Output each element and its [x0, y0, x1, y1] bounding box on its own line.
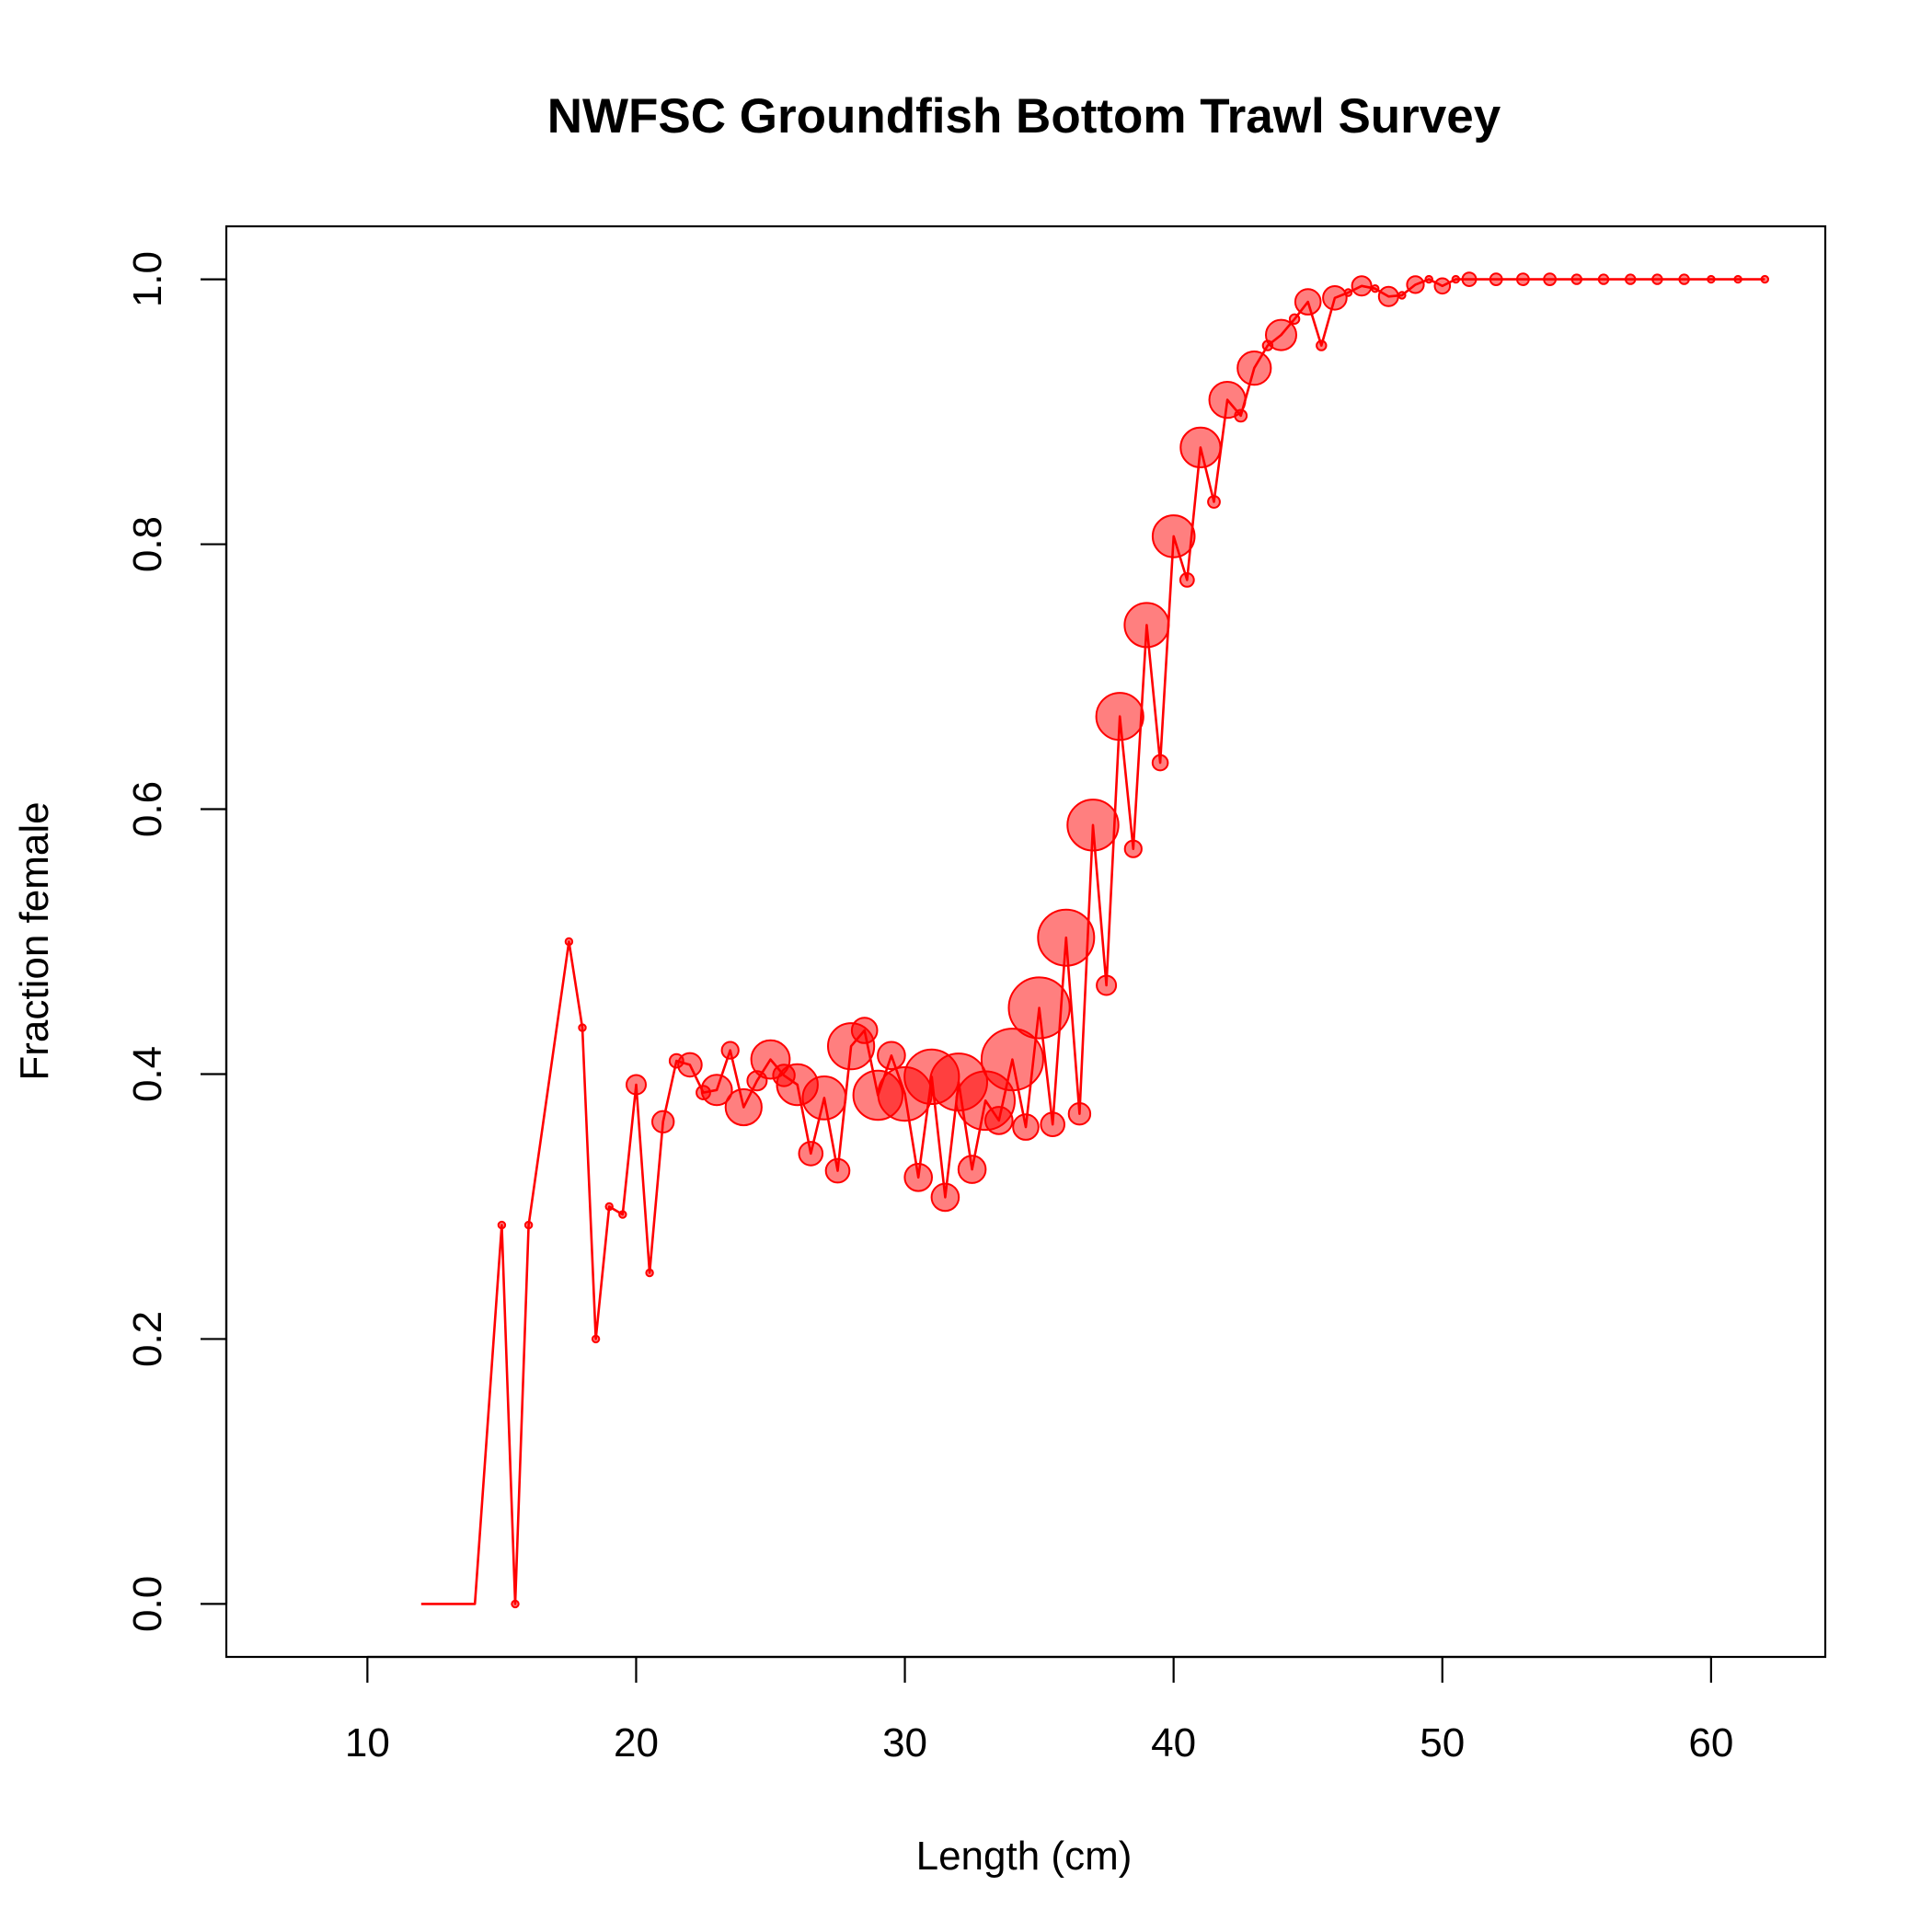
data-point [877, 1041, 906, 1071]
data-point [903, 1163, 934, 1192]
data-point [1678, 273, 1690, 285]
data-point [1007, 976, 1071, 1040]
data-point [645, 1268, 654, 1278]
data-point [1406, 275, 1425, 294]
data-point [957, 1155, 987, 1184]
data-point [497, 1220, 507, 1230]
y-tick-label: 1.0 [125, 251, 170, 307]
data-point [824, 1157, 851, 1184]
data-point [604, 1202, 614, 1212]
y-tick-label: 0.0 [125, 1576, 170, 1632]
data-point [1433, 277, 1452, 295]
data-point [618, 1210, 627, 1219]
data-point [651, 1110, 675, 1134]
y-axis: 0.0 0.2 0.4 0.6 0.8 1.0 [125, 251, 228, 1632]
data-point [1236, 351, 1272, 386]
y-tick-label: 0.4 [125, 1046, 170, 1102]
data-point [1570, 273, 1583, 285]
data-point [626, 1074, 647, 1096]
series-points [497, 271, 1770, 1609]
data-point [980, 1028, 1044, 1092]
data-point [724, 1087, 763, 1127]
x-tick-label: 10 [345, 1720, 390, 1765]
data-point [1516, 272, 1530, 287]
data-point [1037, 908, 1096, 967]
data-point [1123, 602, 1170, 649]
chart-title: NWFSC Groundfish Bottom Trawl Survey [547, 89, 1501, 144]
data-point [1733, 274, 1742, 284]
data-point [1066, 799, 1120, 852]
data-point [1377, 285, 1399, 307]
data-point [1179, 572, 1195, 588]
data-point [1294, 288, 1322, 316]
data-point [1096, 974, 1118, 996]
data-point [1489, 272, 1503, 287]
data-point [1371, 284, 1380, 293]
data-point [984, 1106, 1014, 1135]
data-point [1265, 318, 1297, 351]
data-point [1343, 288, 1353, 297]
data-point [700, 1074, 733, 1107]
data-point [1208, 381, 1247, 420]
x-tick-label: 60 [1688, 1720, 1733, 1765]
data-point [1397, 291, 1407, 300]
data-point [1651, 273, 1663, 285]
x-tick-label: 40 [1151, 1720, 1196, 1765]
data-point [930, 1182, 960, 1213]
data-point [511, 1599, 520, 1609]
data-point [1095, 692, 1144, 742]
data-point [801, 1075, 847, 1121]
data-point [1424, 274, 1433, 284]
data-point [1760, 274, 1770, 284]
x-tick-label: 30 [882, 1720, 927, 1765]
y-tick-label: 0.8 [125, 516, 170, 572]
data-point [1234, 408, 1248, 423]
x-tick-label: 50 [1420, 1720, 1465, 1765]
data-point [578, 1023, 587, 1032]
data-point [1179, 426, 1222, 468]
data-point [1597, 273, 1610, 285]
x-tick-label: 20 [614, 1720, 659, 1765]
data-point [1316, 339, 1328, 351]
data-point [1351, 275, 1373, 297]
data-point [1707, 274, 1716, 284]
data-point [564, 937, 574, 947]
data-point [591, 1334, 601, 1344]
y-tick-label: 0.6 [125, 781, 170, 837]
data-point [1151, 753, 1169, 772]
data-point [1151, 514, 1196, 558]
data-point [1288, 313, 1301, 325]
y-tick-label: 0.2 [125, 1311, 170, 1367]
data-point [1207, 495, 1221, 509]
data-point [798, 1141, 824, 1167]
data-point [1067, 1102, 1092, 1126]
data-point [1040, 1111, 1065, 1137]
data-point [1451, 274, 1461, 284]
data-point [1123, 839, 1143, 858]
data-point [1461, 271, 1478, 288]
data-point [677, 1052, 703, 1078]
y-axis-label: Fraction female [12, 801, 57, 1080]
data-point [523, 1220, 534, 1230]
data-point [1012, 1113, 1040, 1141]
data-point [720, 1041, 740, 1060]
x-axis: 10 20 30 40 50 60 [345, 1655, 1733, 1765]
data-point [1543, 272, 1557, 287]
data-point [1625, 273, 1637, 285]
data-point [1322, 285, 1348, 311]
x-axis-label: Length (cm) [916, 1834, 1133, 1879]
data-point [850, 1017, 879, 1044]
